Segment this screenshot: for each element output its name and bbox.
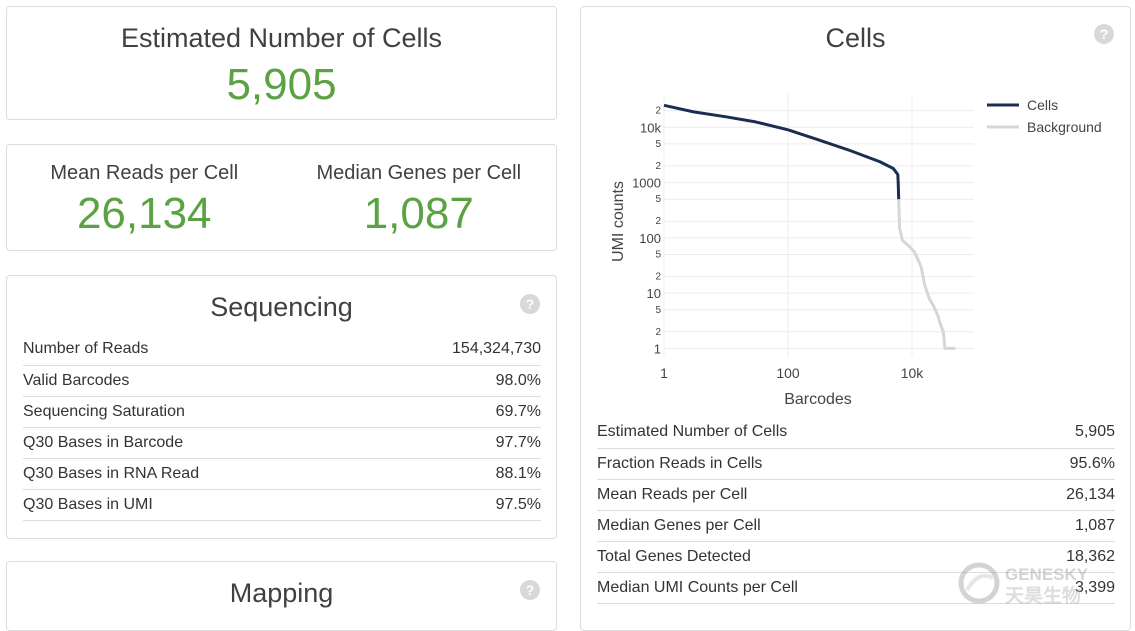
barcode-rank-plot[interactable]: 1 2 5 10 2 5 100 2 5 1000 2 5 10k 2 1 100 10k Barcodes UMI… bbox=[581, 7, 1130, 417]
y-tick-label: 5 bbox=[655, 250, 661, 261]
sequencing-row-label: Q30 Bases in Barcode bbox=[23, 427, 368, 459]
cells-row-value: 95.6% bbox=[1013, 448, 1115, 480]
y-tick-label: 2 bbox=[655, 106, 661, 117]
sequencing-row-value: 69.7% bbox=[367, 396, 541, 428]
sequencing-row-label: Q30 Bases in RNA Read bbox=[23, 458, 368, 490]
estimated-cells-card: Estimated Number of Cells 5,905 bbox=[6, 6, 557, 120]
cells-row: Mean Reads per Cell 26,134 bbox=[597, 479, 1115, 511]
estimated-cells-label: Estimated Number of Cells bbox=[120, 23, 443, 53]
mapping-title: Mapping bbox=[229, 578, 334, 608]
sequencing-row-label: Q30 Bases in UMI bbox=[23, 489, 368, 521]
mean-reads-label: Mean Reads per Cell bbox=[50, 162, 239, 184]
y-tick-label: 2 bbox=[655, 327, 661, 338]
y-tick-label: 1000 bbox=[632, 176, 661, 191]
cells-row-label: Median Genes per Cell bbox=[597, 510, 1014, 542]
median-genes-label: Median Genes per Cell bbox=[316, 162, 522, 184]
cells-help-icon[interactable]: ? bbox=[1094, 24, 1114, 44]
cells-table: Estimated Number of Cells 5,905 Fraction R… bbox=[597, 417, 1115, 604]
sequencing-help-icon[interactable]: ? bbox=[520, 294, 540, 314]
estimated-cells-value: 5,905 bbox=[226, 60, 337, 109]
cells-row: Median UMI Counts per Cell 3,399 bbox=[597, 572, 1115, 604]
cells-row-label: Median UMI Counts per Cell bbox=[597, 572, 1014, 604]
mapping-card: Mapping ? bbox=[6, 561, 557, 631]
x-tick-label: 1 bbox=[660, 365, 668, 381]
cells-row-value: 5,905 bbox=[1013, 417, 1115, 449]
sequencing-row-value: 98.0% bbox=[367, 365, 541, 397]
sequencing-row-value: 97.7% bbox=[367, 427, 541, 459]
median-genes-metric: Median Genes per Cell 1,087 bbox=[282, 145, 557, 239]
cells-row-value: 26,134 bbox=[1013, 479, 1115, 511]
y-tick-label: 2 bbox=[655, 216, 661, 227]
x-tick-label: 100 bbox=[776, 365, 800, 381]
sequencing-row-value: 97.5% bbox=[367, 489, 541, 521]
cells-row-label: Total Genes Detected bbox=[597, 541, 1014, 573]
legend-label-background: Background bbox=[1027, 119, 1102, 135]
svg-text:GENESKY: GENESKY bbox=[1005, 565, 1089, 584]
y-tick-label: 10k bbox=[640, 120, 661, 135]
sequencing-row: Sequencing Saturation 69.7% bbox=[23, 396, 541, 428]
svg-text:天昊生物: 天昊生物 bbox=[1005, 584, 1081, 606]
cells-card: Cells ? 1 2 5 10 2 5 100 2 5 1000 2 5 10k 2 1 100 10k Bar… bbox=[580, 6, 1131, 631]
sequencing-title: Sequencing bbox=[210, 292, 353, 322]
key-metrics-card: Mean Reads per Cell 26,134 Median Genes … bbox=[6, 144, 557, 251]
sequencing-row: Q30 Bases in Barcode 97.7% bbox=[23, 427, 541, 459]
y-tick-label: 2 bbox=[655, 272, 661, 283]
y-tick-label: 1 bbox=[654, 341, 661, 356]
legend-label-cells: Cells bbox=[1027, 97, 1058, 113]
sequencing-row: Q30 Bases in RNA Read 88.1% bbox=[23, 458, 541, 490]
sequencing-table: Number of Reads 154,324,730 Valid Barcodes… bbox=[23, 334, 541, 521]
y-axis-label: UMI counts bbox=[610, 181, 627, 262]
cells-row-label: Estimated Number of Cells bbox=[597, 417, 1014, 449]
sequencing-row-value: 88.1% bbox=[367, 458, 541, 490]
series-line-background bbox=[897, 199, 956, 350]
median-genes-value: 1,087 bbox=[363, 189, 474, 238]
genesky-watermark-logo: GENESKY 天昊生物 bbox=[957, 560, 1117, 611]
y-tick-label: 10 bbox=[647, 286, 661, 301]
sequencing-row: Number of Reads 154,324,730 bbox=[23, 334, 541, 366]
y-tick-label: 5 bbox=[655, 139, 661, 150]
sequencing-card: Sequencing ? Number of Reads 154,324,730 V… bbox=[6, 275, 557, 539]
cells-row-label: Fraction Reads in Cells bbox=[597, 448, 1014, 480]
sequencing-row-value: 154,324,730 bbox=[367, 334, 541, 366]
x-tick-label: 10k bbox=[901, 365, 925, 381]
cells-row-value: 18,362 bbox=[1013, 541, 1115, 573]
sequencing-row-label: Number of Reads bbox=[23, 334, 368, 366]
cells-row: Fraction Reads in Cells 95.6% bbox=[597, 448, 1115, 480]
cells-row-label: Mean Reads per Cell bbox=[597, 479, 1014, 511]
y-tick-label: 100 bbox=[639, 231, 661, 246]
series-line-cells bbox=[663, 103, 901, 200]
y-tick-label: 5 bbox=[655, 305, 661, 316]
mean-reads-metric: Mean Reads per Cell 26,134 bbox=[7, 145, 282, 239]
x-axis-label: Barcodes bbox=[784, 391, 852, 408]
cells-row: Median Genes per Cell 1,087 bbox=[597, 510, 1115, 542]
sequencing-row-label: Valid Barcodes bbox=[23, 365, 368, 397]
cells-row: Estimated Number of Cells 5,905 bbox=[597, 417, 1115, 449]
cells-row: Total Genes Detected 18,362 bbox=[597, 541, 1115, 573]
cells-row-value: 1,087 bbox=[1013, 510, 1115, 542]
cells-title: Cells bbox=[825, 23, 886, 53]
mapping-help-icon[interactable]: ? bbox=[520, 580, 540, 600]
sequencing-row-label: Sequencing Saturation bbox=[23, 396, 368, 428]
sequencing-row: Q30 Bases in UMI 97.5% bbox=[23, 489, 541, 521]
y-tick-label: 5 bbox=[655, 194, 661, 205]
y-tick-label: 2 bbox=[655, 161, 661, 172]
sequencing-row: Valid Barcodes 98.0% bbox=[23, 365, 541, 397]
cells-row-value: 3,399 bbox=[1013, 572, 1115, 604]
mean-reads-value: 26,134 bbox=[76, 189, 212, 238]
